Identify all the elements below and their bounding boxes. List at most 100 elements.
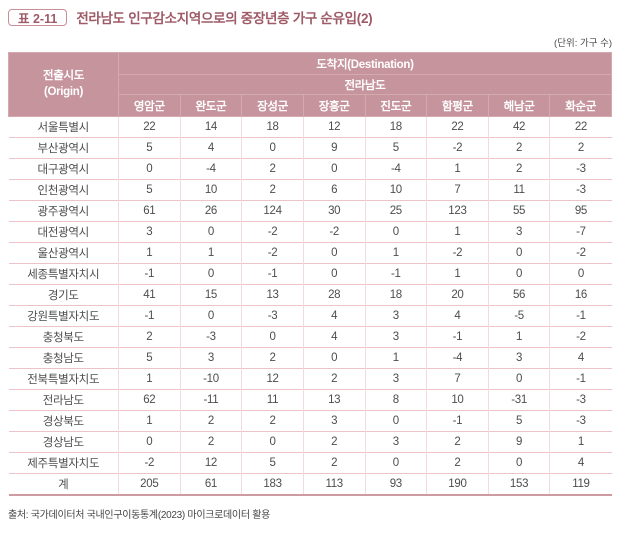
value-cell: 2 (487, 137, 551, 159)
value-cell: -3 (549, 410, 612, 432)
value-cell: 0 (179, 263, 243, 285)
value-cell: 1 (426, 221, 489, 243)
value-cell: 113 (302, 473, 366, 496)
value-cell: 3 (364, 326, 428, 348)
table-number-badge: 표 2-11 (8, 8, 68, 26)
origin-cell: 계 (8, 473, 119, 496)
value-cell: -2 (426, 242, 489, 264)
value-cell: -3 (179, 326, 243, 348)
value-cell: 183 (241, 473, 304, 496)
value-cell: 3 (364, 305, 428, 327)
header-row-region-group: 전라남도 (9, 74, 612, 95)
origin-cell: 대구광역시 (8, 158, 119, 180)
table-row: 전북특별자치도 1 -10 12 2 3 7 0 -1 (8, 368, 612, 390)
origin-cell: 서울특별시 (8, 116, 119, 138)
value-cell: 2 (549, 137, 612, 159)
value-cell: 2 (302, 368, 366, 390)
origin-cell: 경상북도 (8, 410, 119, 432)
value-cell: 1 (426, 263, 489, 285)
value-cell: 15 (179, 284, 243, 306)
district-header-cell: 완도군 (179, 94, 243, 117)
value-cell: 0 (487, 263, 551, 285)
value-cell: 1 (118, 410, 181, 432)
value-cell: 4 (302, 305, 366, 327)
value-cell: 6 (302, 179, 366, 201)
value-cell: -3 (241, 305, 304, 327)
value-cell: 7 (426, 179, 489, 201)
value-cell: 1 (179, 242, 243, 264)
value-cell: -2 (302, 221, 366, 243)
origin-cell: 광주광역시 (8, 200, 119, 222)
table-row: 세종특별자치시 -1 0 -1 0 -1 1 0 0 (8, 263, 612, 285)
district-header-cell: 영암군 (118, 94, 181, 117)
value-cell: 153 (487, 473, 551, 496)
value-cell: 2 (179, 410, 243, 432)
district-header-cell: 진도군 (364, 94, 428, 117)
origin-cell: 충청북도 (8, 326, 119, 348)
value-cell: 0 (241, 137, 304, 159)
value-cell: 18 (364, 284, 428, 306)
value-cell: 10 (426, 389, 489, 411)
value-cell: -1 (241, 263, 304, 285)
value-cell: -10 (179, 368, 243, 390)
table-row: 부산광역시 5 4 0 9 5 -2 2 2 (8, 137, 612, 159)
value-cell: 5 (364, 137, 428, 159)
value-cell: -1 (364, 263, 428, 285)
table-row-total: 계 205 61 183 113 93 190 153 119 (8, 473, 612, 496)
table-header: 전출시도 (Origin) 도착지(Destination) 전라남도 영암군 완… (8, 52, 612, 117)
value-cell: 4 (179, 137, 243, 159)
value-cell: 2 (302, 431, 366, 453)
value-cell: 1 (364, 347, 428, 369)
value-cell: 2 (426, 452, 489, 474)
value-cell: -1 (549, 305, 612, 327)
value-cell: -2 (549, 326, 612, 348)
value-cell: 22 (549, 116, 612, 138)
unit-note: (단위: 가구 수) (554, 38, 612, 49)
value-cell: 2 (241, 410, 304, 432)
value-cell: 1 (549, 431, 612, 453)
value-cell: 2 (241, 179, 304, 201)
value-cell: 0 (302, 347, 366, 369)
value-cell: 0 (179, 221, 243, 243)
value-cell: 13 (302, 389, 366, 411)
table-title-row: 표 2-11 전라남도 인구감소지역으로의 중장년층 가구 순유입(2) (8, 7, 612, 27)
value-cell: -4 (179, 158, 243, 180)
value-cell: 2 (241, 347, 304, 369)
origin-header-cell: 전출시도 (Origin) (8, 52, 119, 117)
value-cell: 0 (364, 410, 428, 432)
district-header-cell: 장흥군 (302, 94, 366, 117)
value-cell: 22 (426, 116, 489, 138)
value-cell: 3 (364, 431, 428, 453)
value-cell: 93 (364, 473, 428, 496)
value-cell: 0 (302, 242, 366, 264)
value-cell: 25 (364, 200, 428, 222)
value-cell: 2 (302, 452, 366, 474)
value-cell: 4 (302, 326, 366, 348)
value-cell: 0 (302, 263, 366, 285)
value-cell: 3 (364, 368, 428, 390)
value-cell: 2 (241, 158, 304, 180)
value-cell: 0 (118, 431, 181, 453)
origin-header-line1: 전출시도 (42, 69, 85, 82)
value-cell: 26 (179, 200, 243, 222)
header-row-districts: 영암군 완도군 장성군 장흥군 진도군 함평군 해남군 화순군 (9, 94, 612, 117)
value-cell: -4 (364, 158, 428, 180)
table-body: 서울특별시 22 14 18 12 18 22 42 22 부산광역시 5 4 0 9 5 -2 2 2 대구광역시… (8, 116, 612, 496)
value-cell: 13 (241, 284, 304, 306)
value-cell: 0 (487, 242, 551, 264)
value-cell: 62 (118, 389, 181, 411)
value-cell: 1 (118, 368, 181, 390)
origin-cell: 제주특별자치도 (8, 452, 119, 474)
value-cell: 119 (549, 473, 612, 496)
value-cell: 4 (549, 347, 612, 369)
table-row: 경상남도 0 2 0 2 3 2 9 1 (8, 431, 612, 453)
value-cell: 123 (426, 200, 489, 222)
value-cell: 190 (426, 473, 489, 496)
table-row: 인천광역시 5 10 2 6 10 7 11 -3 (8, 179, 612, 201)
value-cell: 0 (364, 221, 428, 243)
origin-cell: 경기도 (8, 284, 119, 306)
value-cell: -31 (487, 389, 551, 411)
value-cell: 2 (426, 431, 489, 453)
table-row: 충청북도 2 -3 0 4 3 -1 1 -2 (8, 326, 612, 348)
